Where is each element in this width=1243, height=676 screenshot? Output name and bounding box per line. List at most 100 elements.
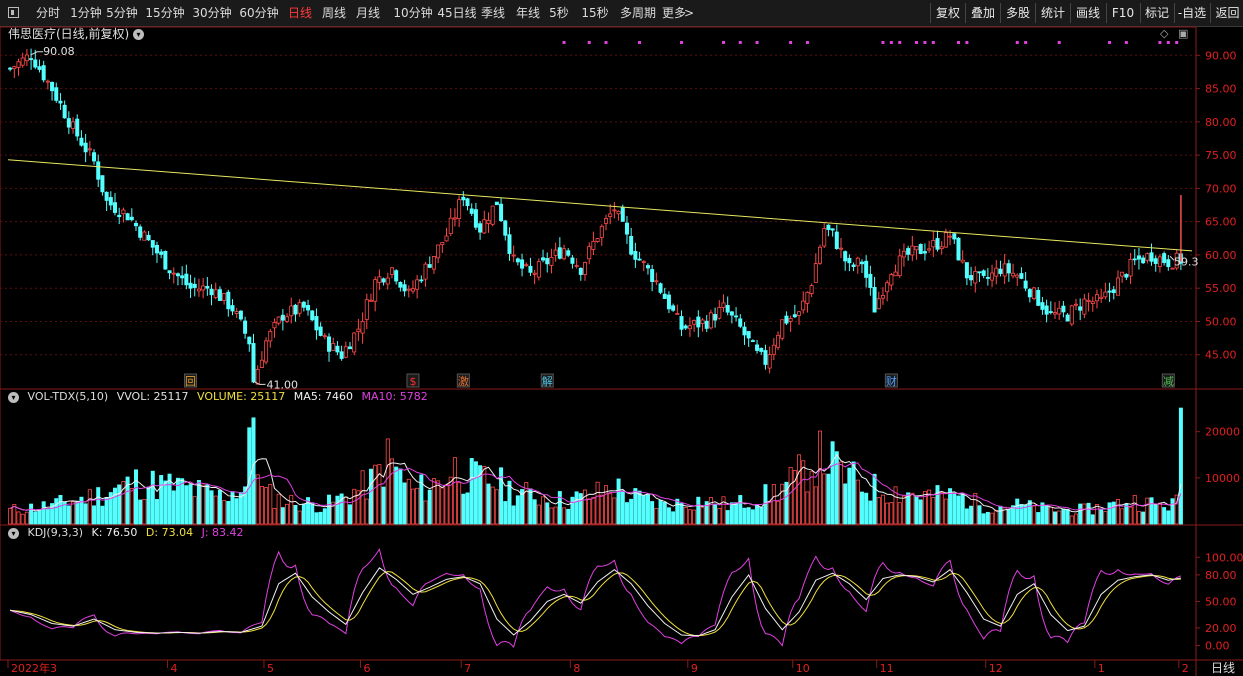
volume-bar-78	[335, 495, 340, 525]
period-tab-16[interactable]: 更多	[661, 6, 686, 20]
period-tab-1[interactable]: 1分钟	[70, 6, 102, 20]
candle-body-84	[360, 320, 365, 334]
period-tab-0[interactable]: 分时	[35, 6, 60, 20]
candle-body-110	[469, 208, 474, 214]
period-tab-4[interactable]: 30分钟	[192, 6, 232, 20]
signal-dot-23	[1158, 41, 1162, 44]
period-tab-10[interactable]: 45日线	[437, 6, 477, 20]
volume-bar-253	[1069, 515, 1074, 525]
candle-body-77	[331, 343, 336, 351]
volume-bar-152	[645, 494, 650, 525]
chevron-down-icon[interactable]: ▾	[133, 29, 145, 40]
toolbar-button-7[interactable]: -自选	[1174, 3, 1209, 23]
candle-body-13	[62, 104, 67, 119]
volume-bar-30	[133, 469, 138, 525]
signal-dot-9	[805, 41, 809, 44]
candle-body-91	[389, 267, 394, 275]
volume-bar-109	[465, 492, 470, 525]
candle-body-244	[1032, 287, 1037, 300]
volume-bar-62	[268, 483, 273, 525]
candle-body-140	[595, 238, 600, 242]
period-tab-14[interactable]: 15秒	[581, 6, 609, 20]
volume-bar-58	[251, 417, 256, 525]
candle-body-2	[16, 61, 21, 68]
toolbar-button-8[interactable]: 返回	[1210, 3, 1243, 23]
candle-body-75	[322, 335, 327, 338]
volume-bar-151	[641, 494, 646, 525]
period-tab-3[interactable]: 15分钟	[145, 6, 185, 20]
volume-bar-266	[1124, 503, 1129, 525]
low-label: 41.00	[266, 378, 298, 391]
period-tab-5[interactable]: 60分钟	[239, 6, 279, 20]
candle-body-70	[301, 301, 306, 308]
price-tick-label-9: 45.00	[1205, 349, 1237, 362]
volume-bar-31	[138, 499, 143, 525]
candle-body-57	[247, 336, 252, 345]
period-tab-8[interactable]: 月线	[355, 6, 380, 20]
period-tab-11[interactable]: 季线	[480, 6, 505, 20]
volume-bar-196	[830, 441, 835, 525]
toolbar-button-4[interactable]: 画线	[1070, 3, 1105, 23]
candle-body-156	[662, 293, 667, 299]
candle-body-240	[1015, 274, 1020, 278]
volume-bar-161	[683, 506, 688, 525]
period-tab-9[interactable]: 10分钟	[393, 6, 433, 20]
volume-bar-46	[201, 484, 206, 525]
volume-bar-200	[847, 467, 852, 525]
volume-bar-229	[969, 505, 974, 525]
candle-body-137	[583, 262, 588, 275]
period-tab-6[interactable]: 日线	[287, 6, 312, 20]
diamond-icon[interactable]: ◇	[1160, 27, 1169, 40]
volume-bar-38	[167, 473, 172, 525]
volume-chevron-icon[interactable]: ▾	[8, 391, 19, 403]
period-tab-2[interactable]: 5分钟	[106, 6, 138, 20]
volume-bar-85	[364, 498, 369, 525]
volume-bar-140	[595, 481, 600, 525]
volume-bar-269	[1136, 511, 1141, 525]
volume-bar-235	[994, 509, 999, 525]
x-label-0: 2022年3	[11, 661, 57, 675]
volume-bar-9	[45, 508, 50, 525]
period-tab-15[interactable]: 多周期	[619, 6, 656, 20]
candle-body-196	[830, 228, 835, 231]
menu-icon[interactable]	[8, 7, 19, 18]
candle-body-229	[969, 275, 974, 281]
toolbar-button-0[interactable]: 复权	[930, 3, 965, 23]
window-toggle-icon[interactable]: ▣	[1178, 27, 1189, 40]
candle-body-163	[692, 320, 697, 325]
more-arrow-icon[interactable]: >	[683, 6, 695, 20]
volume-bar-125	[532, 499, 537, 525]
candle-body-161	[683, 325, 688, 329]
volume-bar-261	[1103, 511, 1108, 525]
candle-body-34	[150, 240, 155, 248]
volume-bar-214	[906, 492, 911, 525]
candle-body-181	[767, 354, 772, 369]
x-label-9: 12	[989, 662, 1003, 675]
period-tab-12[interactable]: 年线	[515, 6, 540, 20]
event-marker-box-1	[406, 373, 420, 388]
candle-body-78	[335, 345, 340, 353]
candle-body-102	[436, 244, 441, 259]
candle-body-178	[755, 344, 760, 351]
ma5-value: MA5: 7460	[293, 390, 354, 403]
toolbar-button-6[interactable]: 标记	[1140, 3, 1173, 23]
candle-body-93	[398, 281, 403, 288]
volume-bar-274	[1157, 502, 1162, 525]
toolbar-button-1[interactable]: 叠加	[965, 3, 1000, 23]
period-tab-13[interactable]: 5秒	[549, 6, 569, 20]
toolbar-button-3[interactable]: 统计	[1035, 3, 1070, 23]
candle-body-260	[1099, 296, 1104, 299]
volume-bar-13	[62, 502, 67, 525]
kdj-chevron-icon[interactable]: ▾	[8, 527, 19, 539]
candle-body-217	[918, 244, 923, 255]
toolbar-button-5[interactable]: F10	[1106, 3, 1139, 23]
candle-body-52	[226, 291, 231, 310]
toolbar-button-2[interactable]: 多股	[1000, 3, 1035, 23]
volume-bar-72	[310, 502, 315, 525]
period-tab-7[interactable]: 周线	[321, 6, 346, 20]
volume-bar-82	[352, 488, 357, 525]
volume-bar-70	[301, 503, 306, 525]
event-marker-3: 解	[542, 374, 553, 388]
volume-bar-225	[952, 492, 957, 525]
